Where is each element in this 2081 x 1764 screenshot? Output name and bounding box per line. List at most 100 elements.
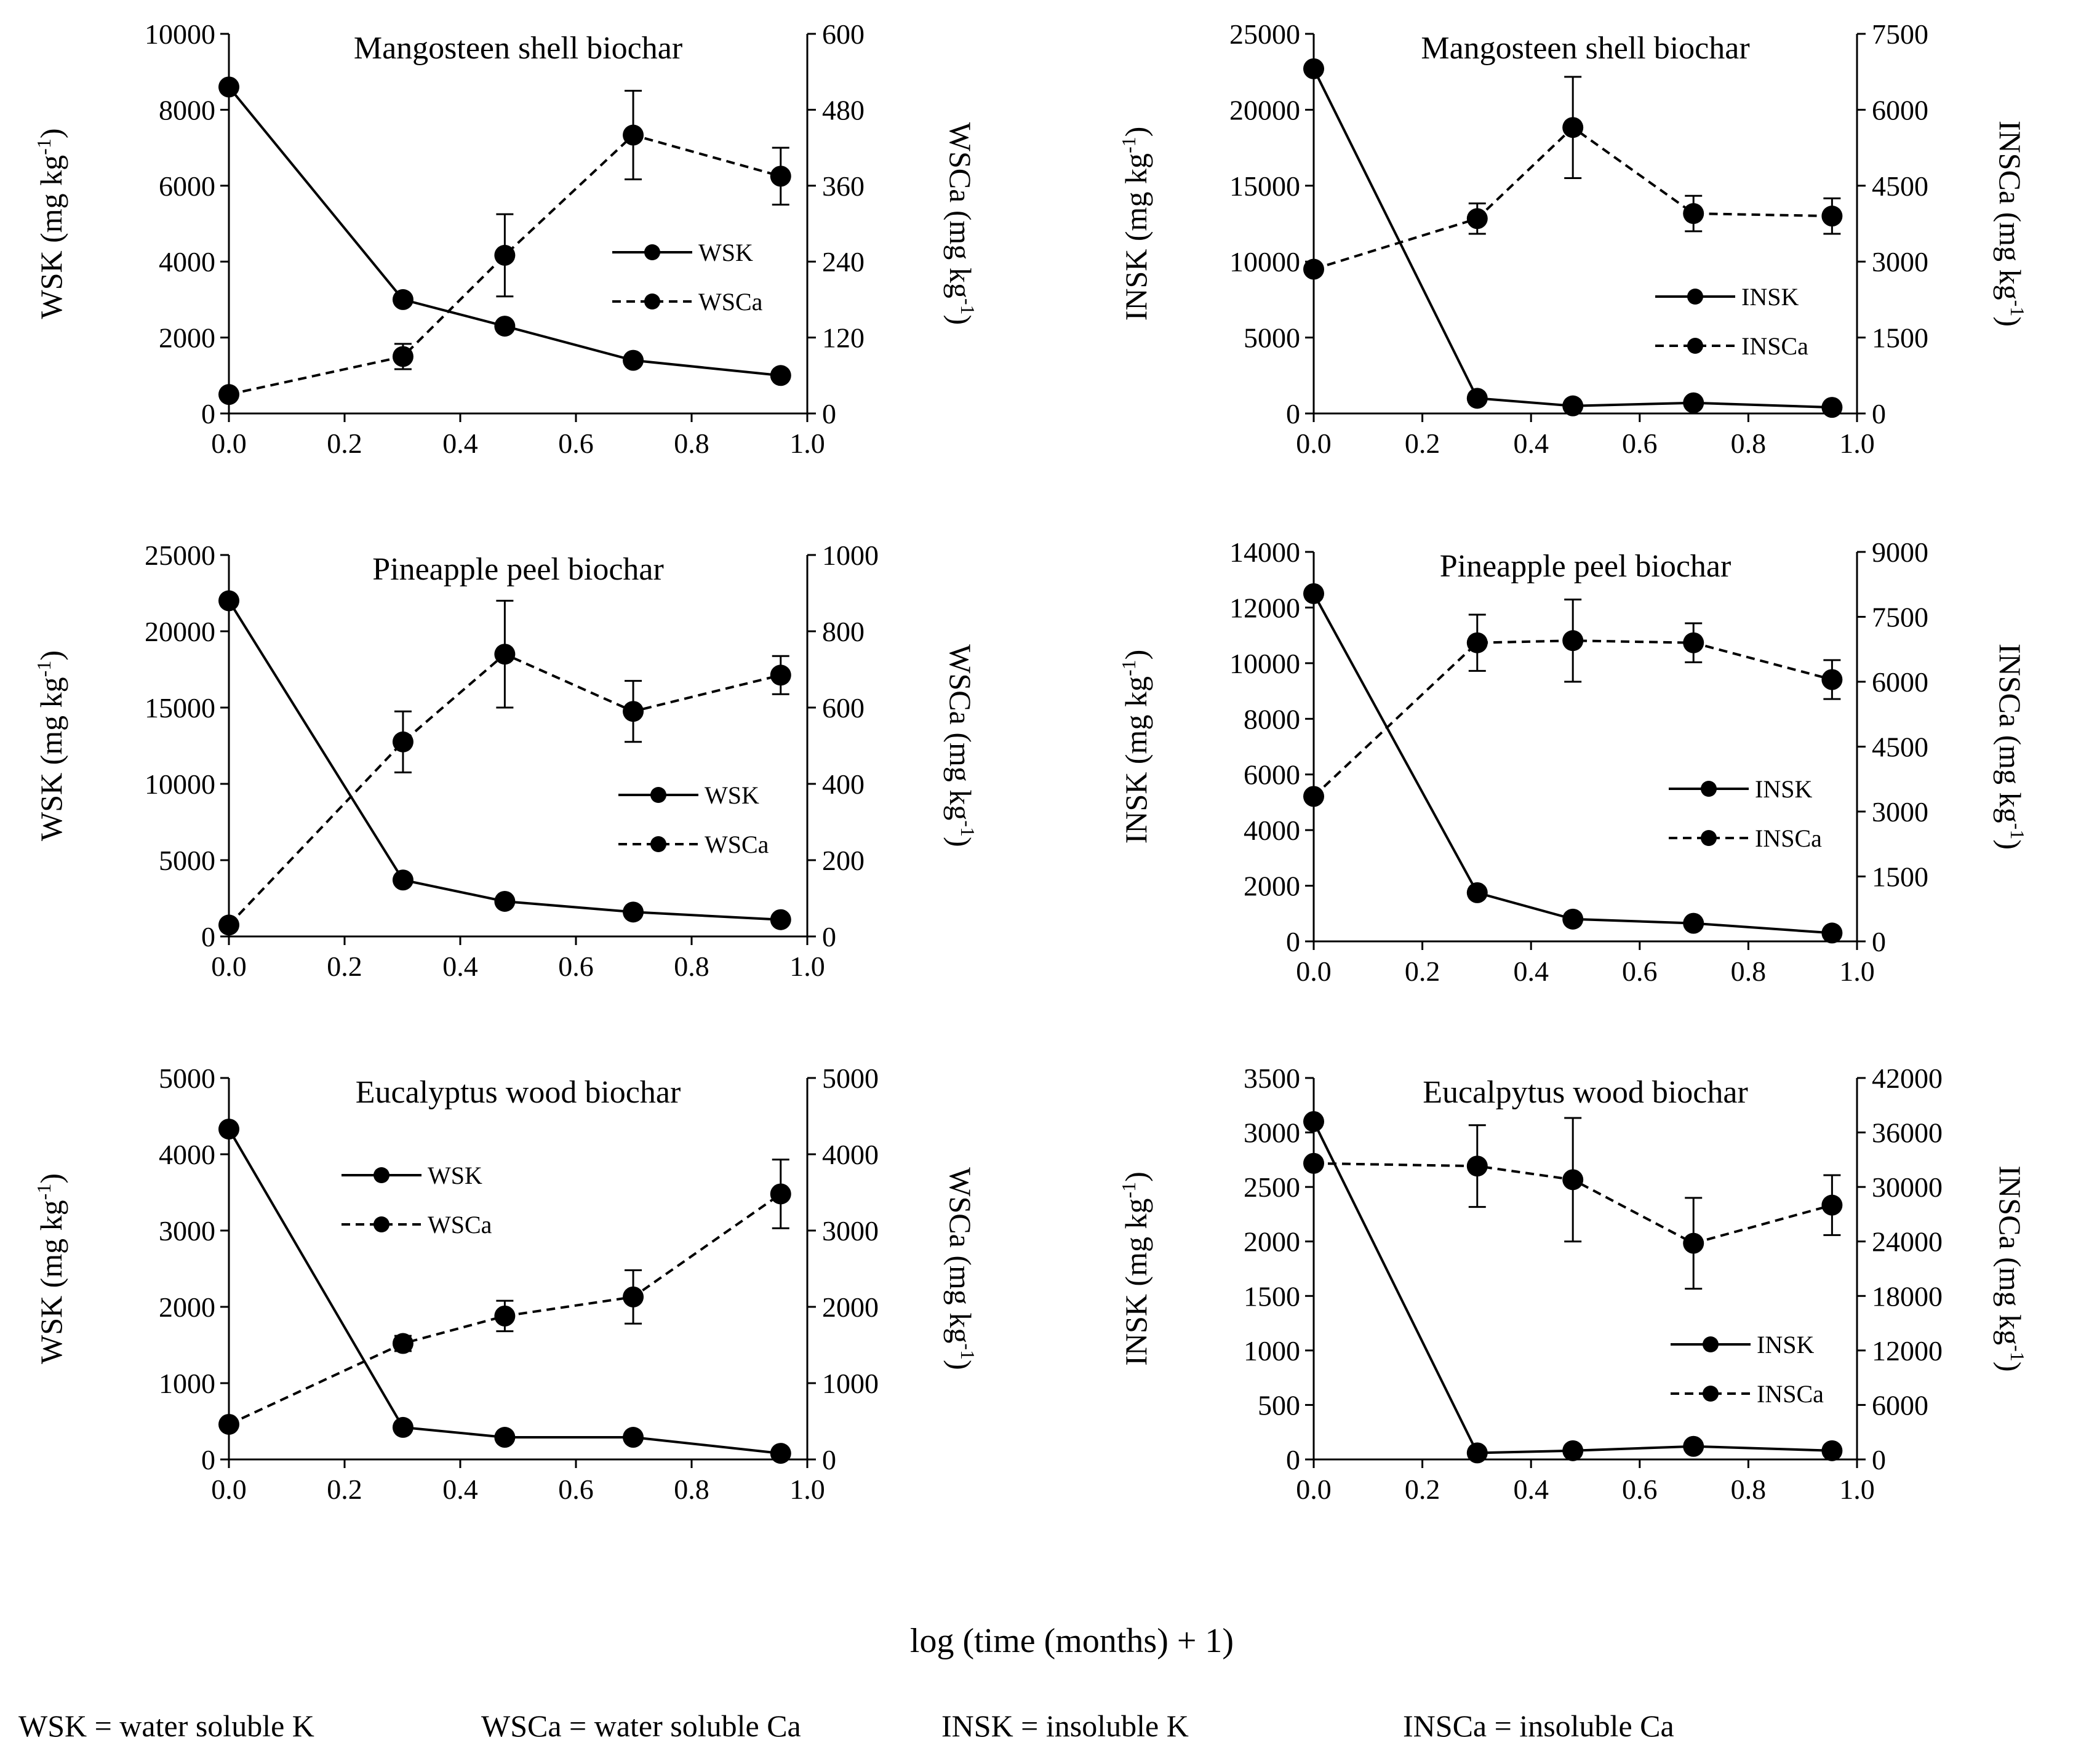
left-axis-label-text: INSK (mg kg: [1119, 1199, 1153, 1366]
data-point-insk: [1683, 1435, 1704, 1457]
right-axis-label: WSCa (mg kg-1): [943, 122, 979, 325]
chart-panel-4: 0 1000 2000 3000 4000 5000 0 1000 2000 3000 4000 50…: [33, 1063, 979, 1505]
data-point-insk: [1466, 1442, 1488, 1464]
left-axis-label: WSK (mg kg-1): [33, 1173, 68, 1364]
left-tick-label: 0: [1286, 1444, 1300, 1475]
right-axis-label-unit-sup: -1: [957, 298, 979, 315]
right-tick-label: 36000: [1872, 1117, 1943, 1149]
x-tick-label: 0.0: [1296, 956, 1332, 987]
data-point-wsca: [218, 384, 239, 405]
right-tick-label: 12000: [1872, 1335, 1943, 1367]
right-axis-label-close: ): [1993, 1362, 2027, 1372]
right-tick-label: 360: [822, 170, 865, 202]
data-point-wsca: [623, 701, 644, 722]
right-axis-label-text: WSCa (mg kg: [943, 644, 978, 820]
left-tick-label: 500: [1258, 1389, 1300, 1421]
right-axis-label-text: INSCa (mg kg: [1993, 121, 2027, 300]
data-point-wsca: [494, 644, 516, 665]
right-tick-label: 0: [822, 1444, 836, 1475]
left-tick-label: 15000: [145, 692, 215, 724]
x-tick-label: 0.0: [1296, 1474, 1332, 1505]
left-tick-label: 5000: [159, 1063, 215, 1094]
legend-marker-wsk: [373, 1167, 389, 1183]
right-tick-label: 42000: [1872, 1063, 1943, 1094]
x-tick-label: 0.0: [211, 428, 247, 459]
legend-label-insca: INSCa: [1755, 824, 1822, 852]
panel-title: Eucalpytus wood biochar: [1423, 1075, 1748, 1110]
legend-label-insk: INSK: [1757, 1331, 1814, 1359]
data-point-insca: [1821, 206, 1843, 227]
left-tick-label: 10000: [1229, 246, 1300, 277]
data-point-wsk: [218, 1119, 239, 1140]
right-tick-label: 1500: [1872, 322, 1928, 354]
right-tick-label: 30000: [1872, 1171, 1943, 1203]
right-axis-label-close: ): [1993, 839, 2027, 850]
data-point-insk: [1466, 882, 1488, 903]
legend-label-insca: INSCa: [1741, 332, 1808, 360]
right-axis-label-unit-sup: -1: [957, 1343, 979, 1360]
right-tick-label: 120: [822, 322, 865, 354]
panel-title: Mangosteen shell biochar: [1421, 31, 1749, 66]
x-tick-label: 0.4: [442, 428, 478, 459]
data-point-wsk: [218, 76, 239, 98]
x-tick-label: 0.4: [442, 1474, 478, 1505]
data-point-insk: [1303, 1111, 1324, 1132]
legend-label-wsk: WSK: [698, 239, 753, 266]
data-point-wsca: [494, 1305, 516, 1327]
right-axis-label: INSCa (mg kg-1): [1993, 644, 2029, 850]
left-axis-label: INSK (mg kg-1): [1117, 650, 1153, 844]
right-axis-label: INSCa (mg kg-1): [1993, 1166, 2029, 1372]
left-tick-label: 6000: [1244, 759, 1300, 791]
right-tick-label: 0: [822, 921, 836, 952]
x-tick-label: 1.0: [1839, 956, 1875, 987]
left-tick-label: 0: [201, 921, 215, 952]
panel-title: Mangosteen shell biochar: [354, 31, 682, 66]
chart-panel-2: 0 5000 10000 15000 20000 25000 0 200 400 600 800 10…: [33, 540, 979, 982]
x-tick-label: 0.2: [327, 1474, 362, 1505]
left-tick-label: 2000: [159, 1291, 215, 1323]
left-tick-label: 0: [201, 398, 215, 429]
data-point-insk: [1562, 395, 1584, 417]
right-tick-label: 200: [822, 845, 865, 876]
data-point-wsk: [623, 901, 644, 923]
legend-label-insca: INSCa: [1757, 1380, 1824, 1408]
legend-label-wsca: WSCa: [428, 1211, 492, 1239]
right-axis-label-text: WSCa (mg kg: [943, 122, 978, 298]
legend-label-wsca: WSCa: [698, 288, 763, 316]
right-tick-label: 0: [822, 398, 836, 429]
data-point-wsca: [770, 166, 791, 187]
footnote-insk: INSK = insoluble K: [941, 1709, 1189, 1743]
right-axis-label-unit-sup: -1: [2007, 1345, 2029, 1362]
panel-title: Eucalyptus wood biochar: [356, 1075, 681, 1110]
data-point-wsk: [392, 289, 413, 310]
left-axis-label: INSK (mg kg-1): [1117, 127, 1153, 321]
data-point-insca: [1821, 669, 1843, 690]
x-tick-label: 1.0: [1839, 1474, 1875, 1505]
data-point-wsca: [623, 1286, 644, 1307]
left-tick-label: 1000: [1244, 1335, 1300, 1367]
data-point-insca: [1683, 632, 1704, 653]
left-tick-label: 20000: [1229, 94, 1300, 126]
legend-label-wsk: WSK: [428, 1162, 482, 1189]
common-x-axis-label: log (time (months) + 1): [910, 1622, 1234, 1660]
right-tick-label: 600: [822, 18, 865, 50]
left-tick-label: 14000: [1229, 537, 1300, 568]
left-tick-label: 25000: [1229, 18, 1300, 50]
left-axis-label-close: ): [34, 1173, 68, 1184]
left-tick-label: 4000: [159, 246, 215, 277]
x-tick-label: 0.0: [211, 951, 247, 982]
x-tick-label: 0.8: [1731, 956, 1767, 987]
legend-marker-insk: [1687, 289, 1703, 305]
left-axis-label-text: INSK (mg kg: [1119, 153, 1153, 321]
left-axis-label-unit-sup: -1: [1117, 137, 1140, 153]
data-point-insk: [1821, 397, 1843, 418]
chart-panel-1: 0 5000 10000 15000 20000 25000 0 1500 3000 4500 60…: [1117, 18, 2029, 459]
left-tick-label: 20000: [145, 616, 215, 647]
left-tick-label: 6000: [159, 170, 215, 202]
left-tick-label: 5000: [159, 845, 215, 876]
right-axis-label-close: ): [943, 315, 978, 325]
data-point-wsk: [494, 316, 516, 337]
series-line-wsk: [228, 1128, 781, 1455]
left-axis-label-unit-sup: -1: [33, 1184, 55, 1200]
